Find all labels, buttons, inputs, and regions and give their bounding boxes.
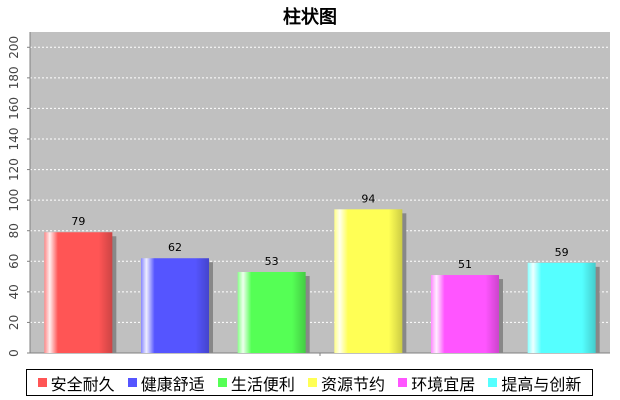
legend-item: 资源节约 xyxy=(308,371,385,395)
data-label: 53 xyxy=(265,255,279,268)
legend-label: 提高与创新 xyxy=(501,374,582,394)
data-label: 51 xyxy=(458,258,472,271)
y-tick-label: 200 xyxy=(7,36,21,59)
legend-swatch xyxy=(308,378,318,387)
chart-title: 柱状图 xyxy=(283,7,337,28)
y-tick-label: 60 xyxy=(7,254,21,269)
legend-label: 环境宜居 xyxy=(411,374,476,394)
data-label: 79 xyxy=(71,215,85,228)
legend-swatch xyxy=(217,378,227,387)
y-tick-label: 140 xyxy=(7,128,21,151)
plot-area xyxy=(30,32,610,353)
bar-2 xyxy=(141,258,209,353)
data-label: 94 xyxy=(361,192,375,205)
y-tick-label: 100 xyxy=(7,189,21,212)
legend-item: 提高与创新 xyxy=(488,371,581,395)
legend-item: 健康舒适 xyxy=(127,371,205,395)
bar-5 xyxy=(431,275,499,353)
legend-label: 安全耐久 xyxy=(50,374,115,394)
legend-swatch xyxy=(37,378,47,387)
legend-item: 安全耐久 xyxy=(37,371,115,395)
bar-4 xyxy=(334,209,403,353)
y-tick-label: 160 xyxy=(7,97,21,120)
legend-label: 生活便利 xyxy=(230,374,295,394)
y-tick-label: 20 xyxy=(7,315,21,330)
legend-label: 健康舒适 xyxy=(140,374,205,394)
data-label: 59 xyxy=(555,246,569,259)
legend-item: 环境宜居 xyxy=(398,371,475,395)
legend-swatch xyxy=(488,378,498,387)
legend-label: 资源节约 xyxy=(321,374,386,394)
y-tick-label: 80 xyxy=(7,223,21,238)
legend-swatch xyxy=(127,378,137,387)
y-tick-label: 180 xyxy=(7,66,21,89)
legend-item: 生活便利 xyxy=(217,371,295,395)
bar-3 xyxy=(237,271,306,353)
legend-swatch xyxy=(398,378,408,387)
y-tick-label: 120 xyxy=(7,158,21,181)
y-tick-label: 0 xyxy=(7,349,21,357)
chart-legend: 安全耐久 健康舒适 生活便利 资源节约 环境宜居 提高与创新 xyxy=(26,369,593,396)
bar-1 xyxy=(44,232,113,353)
data-label: 62 xyxy=(168,241,182,254)
bar-6 xyxy=(527,262,596,353)
y-tick-label: 40 xyxy=(7,284,21,299)
